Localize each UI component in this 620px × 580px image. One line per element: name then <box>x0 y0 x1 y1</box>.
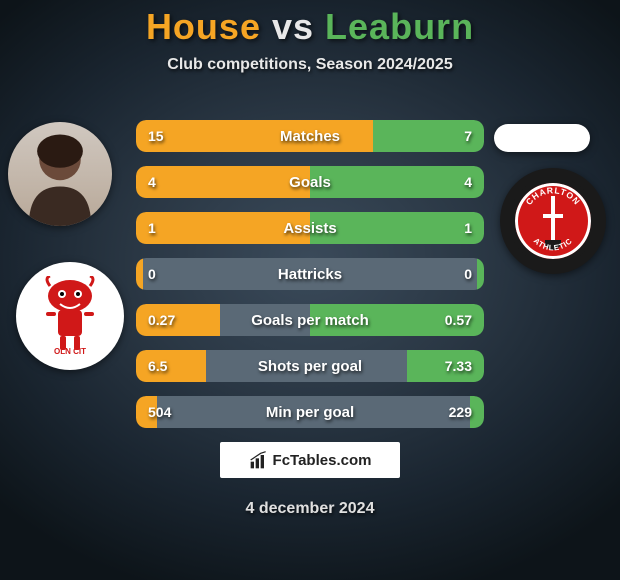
bar-bg <box>136 396 484 428</box>
stats-container: 15Matches7 4Goals4 1Assists1 0Hattricks0 0.2… <box>136 120 484 442</box>
club-1-imp-icon: OLN CIT <box>36 276 104 356</box>
bar-left <box>136 258 143 290</box>
footer-brand: FcTables.com <box>220 442 400 478</box>
bar-left <box>136 350 206 382</box>
date-text: 4 december 2024 <box>0 500 620 518</box>
player-1-avatar <box>8 122 112 226</box>
bar-mid <box>206 350 407 382</box>
bar-bg <box>136 166 484 198</box>
bar-right <box>470 396 484 428</box>
bar-mid <box>143 258 477 290</box>
bar-right <box>373 120 484 152</box>
footer-brand-text: FcTables.com <box>273 452 372 469</box>
bar-bg <box>136 304 484 336</box>
subtitle: Club competitions, Season 2024/2025 <box>0 56 620 74</box>
bar-left <box>136 120 373 152</box>
charlton-text-icon: CHARLTON ATHLETIC <box>515 183 591 259</box>
bar-left <box>136 396 157 428</box>
content-root: House vs Leaburn Club competitions, Seas… <box>0 0 620 580</box>
title-vs: vs <box>272 6 314 47</box>
charlton-badge-icon: CHARLTON ATHLETIC <box>509 177 597 265</box>
bar-mid <box>220 304 310 336</box>
club-1-badge: OLN CIT <box>16 262 124 370</box>
bar-chart-icon <box>249 450 269 470</box>
club-2-badge: CHARLTON ATHLETIC <box>500 168 606 274</box>
bar-right <box>407 350 484 382</box>
stat-row: 504Min per goal229 <box>136 396 484 428</box>
bar-bg <box>136 350 484 382</box>
svg-text:CHARLTON: CHARLTON <box>524 185 583 207</box>
page-title: House vs Leaburn <box>0 0 620 48</box>
stat-row: 0Hattricks0 <box>136 258 484 290</box>
title-player2: Leaburn <box>325 6 474 47</box>
bar-bg <box>136 258 484 290</box>
bar-right <box>477 258 484 290</box>
stat-row: 0.27Goals per match0.57 <box>136 304 484 336</box>
bar-right <box>310 212 484 244</box>
bar-bg <box>136 120 484 152</box>
title-player1: House <box>146 6 261 47</box>
stat-row: 6.5Shots per goal7.33 <box>136 350 484 382</box>
bar-right <box>310 166 484 198</box>
bar-mid <box>157 396 470 428</box>
bar-right <box>310 304 484 336</box>
bar-left <box>136 166 310 198</box>
svg-text:OLN CIT: OLN CIT <box>54 347 86 356</box>
stat-row: 1Assists1 <box>136 212 484 244</box>
stat-row: 4Goals4 <box>136 166 484 198</box>
stat-row: 15Matches7 <box>136 120 484 152</box>
bar-left <box>136 212 310 244</box>
person-silhouette-icon <box>8 122 112 226</box>
bar-bg <box>136 212 484 244</box>
bar-left <box>136 304 220 336</box>
svg-text:ATHLETIC: ATHLETIC <box>532 236 574 252</box>
player-2-avatar <box>494 124 590 152</box>
